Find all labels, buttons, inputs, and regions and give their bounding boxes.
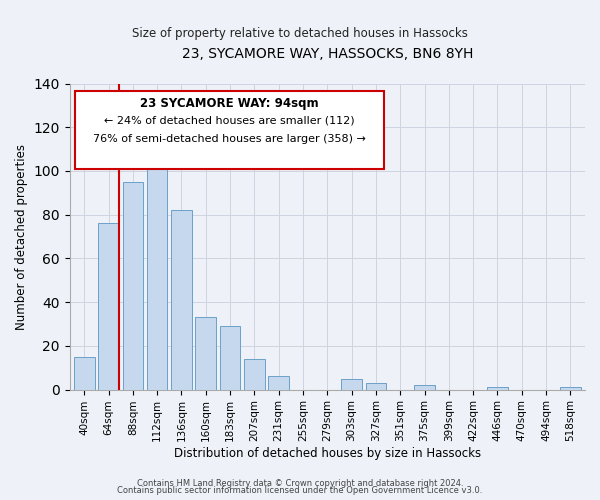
Title: 23, SYCAMORE WAY, HASSOCKS, BN6 8YH: 23, SYCAMORE WAY, HASSOCKS, BN6 8YH <box>182 48 473 62</box>
Text: Size of property relative to detached houses in Hassocks: Size of property relative to detached ho… <box>132 28 468 40</box>
Bar <box>560 388 581 390</box>
FancyBboxPatch shape <box>75 91 384 169</box>
Bar <box>365 383 386 390</box>
Bar <box>122 182 143 390</box>
Text: Contains HM Land Registry data © Crown copyright and database right 2024.: Contains HM Land Registry data © Crown c… <box>137 478 463 488</box>
Text: 23 SYCAMORE WAY: 94sqm: 23 SYCAMORE WAY: 94sqm <box>140 98 319 110</box>
Text: ← 24% of detached houses are smaller (112): ← 24% of detached houses are smaller (11… <box>104 116 355 126</box>
Text: Contains public sector information licensed under the Open Government Licence v3: Contains public sector information licen… <box>118 486 482 495</box>
Bar <box>171 210 192 390</box>
X-axis label: Distribution of detached houses by size in Hassocks: Distribution of detached houses by size … <box>174 447 481 460</box>
Bar <box>487 388 508 390</box>
Text: 76% of semi-detached houses are larger (358) →: 76% of semi-detached houses are larger (… <box>93 134 366 144</box>
Bar <box>341 378 362 390</box>
Bar <box>220 326 241 390</box>
Bar <box>414 385 435 390</box>
Bar <box>268 376 289 390</box>
Y-axis label: Number of detached properties: Number of detached properties <box>15 144 28 330</box>
Bar <box>74 357 95 390</box>
Bar <box>196 318 216 390</box>
Bar <box>147 149 167 390</box>
Bar <box>98 224 119 390</box>
Bar <box>244 359 265 390</box>
